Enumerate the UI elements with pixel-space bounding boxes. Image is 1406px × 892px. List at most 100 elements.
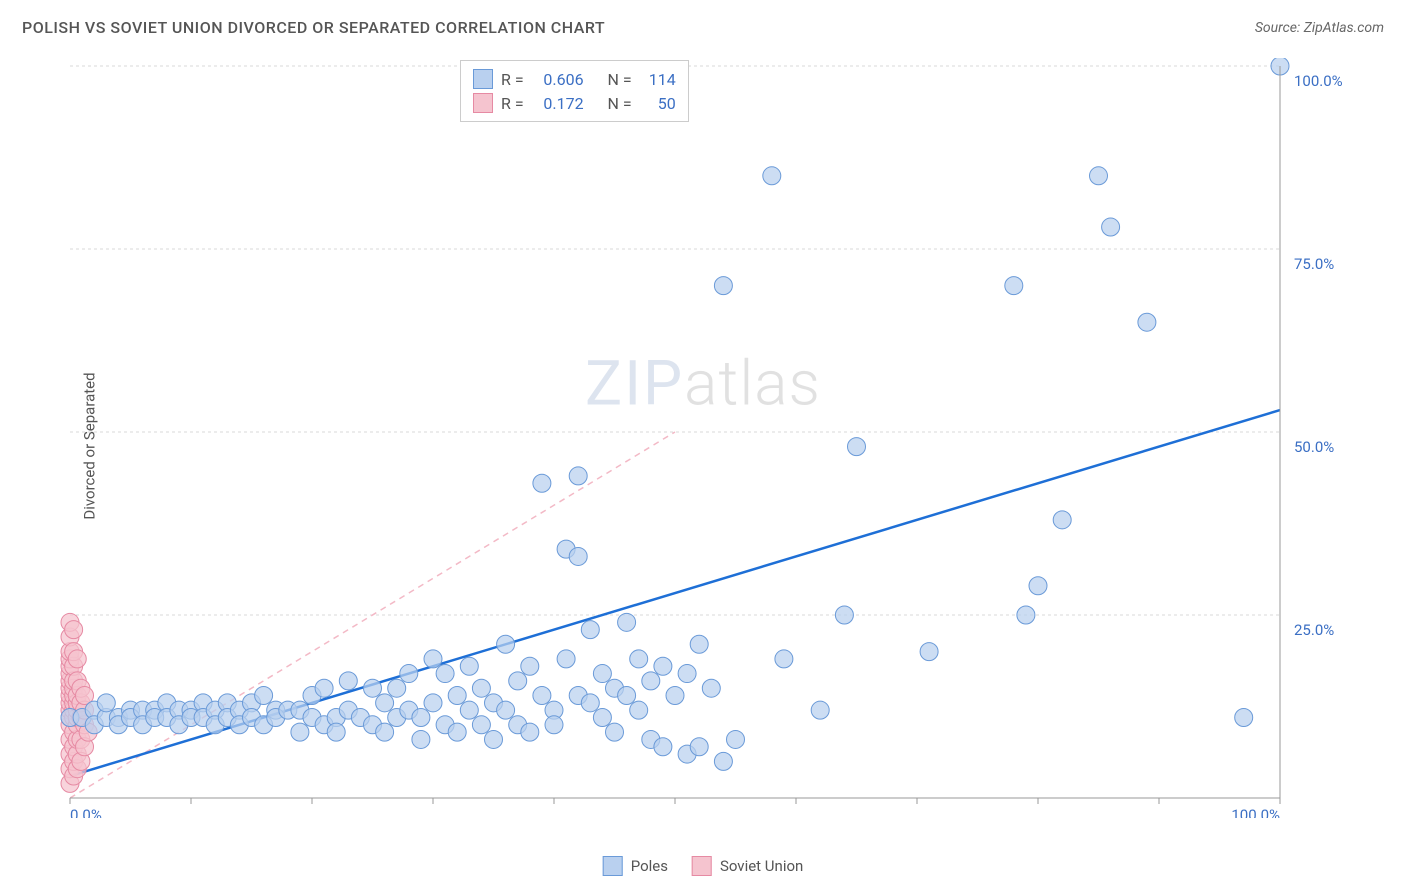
data-point <box>557 650 575 668</box>
legend-swatch <box>603 856 623 876</box>
y-tick-label: 100.0% <box>1294 72 1343 90</box>
stats-row: R = 0.172 N = 50 <box>473 91 676 115</box>
data-point <box>593 708 611 726</box>
data-point <box>376 723 394 741</box>
r-value: 0.606 <box>532 70 584 89</box>
chart-header: POLISH VS SOVIET UNION DIVORCED OR SEPAR… <box>22 18 1384 37</box>
data-point <box>68 650 86 668</box>
data-point <box>497 635 515 653</box>
data-point <box>618 613 636 631</box>
legend: Poles Soviet Union <box>603 856 804 876</box>
data-point <box>1138 313 1156 331</box>
data-point <box>315 679 333 697</box>
r-label: R = <box>501 94 524 113</box>
y-tick-label: 75.0% <box>1294 255 1334 273</box>
r-value: 0.172 <box>532 94 584 113</box>
legend-label: Soviet Union <box>720 857 803 875</box>
legend-item: Soviet Union <box>692 856 803 876</box>
data-point <box>848 438 866 456</box>
correlation-stats-box: R = 0.606 N = 114 R = 0.172 N = 50 <box>460 60 689 122</box>
data-point <box>569 467 587 485</box>
data-point <box>811 701 829 719</box>
data-point <box>690 738 708 756</box>
data-point <box>448 723 466 741</box>
data-point <box>545 716 563 734</box>
data-point <box>521 657 539 675</box>
data-point <box>255 687 273 705</box>
data-point <box>388 679 406 697</box>
data-point <box>1053 511 1071 529</box>
data-point <box>65 621 83 639</box>
data-point <box>412 708 430 726</box>
data-point <box>448 687 466 705</box>
stats-row: R = 0.606 N = 114 <box>473 67 676 91</box>
data-point <box>460 701 478 719</box>
data-point <box>654 657 672 675</box>
data-point <box>424 650 442 668</box>
data-point <box>920 643 938 661</box>
data-point <box>521 723 539 741</box>
scatter-chart: 25.0% 50.0% 75.0% 100.0% 0.0% 100.0% <box>50 58 1360 818</box>
r-label: R = <box>501 70 524 89</box>
data-point <box>424 694 442 712</box>
data-point <box>1005 277 1023 295</box>
data-point <box>364 679 382 697</box>
n-label: N = <box>608 70 632 89</box>
data-point <box>775 650 793 668</box>
data-point <box>472 679 490 697</box>
n-value: 114 <box>640 70 676 89</box>
data-point <box>714 752 732 770</box>
data-point <box>327 723 345 741</box>
data-point <box>460 657 478 675</box>
data-point <box>630 701 648 719</box>
data-point <box>339 672 357 690</box>
data-point <box>690 635 708 653</box>
data-point <box>436 665 454 683</box>
data-point <box>678 665 696 683</box>
y-tick-label: 25.0% <box>1294 621 1334 639</box>
data-point <box>581 694 599 712</box>
data-point <box>763 167 781 185</box>
chart-title: POLISH VS SOVIET UNION DIVORCED OR SEPAR… <box>22 18 605 37</box>
data-point <box>666 687 684 705</box>
data-point <box>485 730 503 748</box>
data-point <box>835 606 853 624</box>
data-point <box>376 694 394 712</box>
source-attribution: Source: ZipAtlas.com <box>1255 20 1384 36</box>
y-tick-label: 50.0% <box>1294 438 1334 456</box>
data-point <box>533 474 551 492</box>
data-point <box>533 687 551 705</box>
data-point <box>593 665 611 683</box>
data-point <box>509 672 527 690</box>
data-point <box>1017 606 1035 624</box>
x-tick-label: 100.0% <box>1231 806 1280 818</box>
data-point <box>642 672 660 690</box>
data-point <box>606 723 624 741</box>
data-point <box>581 621 599 639</box>
data-point <box>291 723 309 741</box>
legend-label: Poles <box>631 857 668 875</box>
legend-item: Poles <box>603 856 668 876</box>
data-point <box>569 547 587 565</box>
data-point <box>497 701 515 719</box>
data-point <box>412 730 430 748</box>
data-point <box>654 738 672 756</box>
data-point <box>400 665 418 683</box>
data-point <box>618 687 636 705</box>
data-point <box>1090 167 1108 185</box>
legend-swatch <box>692 856 712 876</box>
x-tick-label: 0.0% <box>70 806 102 818</box>
series-swatch <box>473 93 493 113</box>
series-swatch <box>473 69 493 89</box>
data-point <box>472 716 490 734</box>
data-point <box>1029 577 1047 595</box>
data-point <box>1102 218 1120 236</box>
n-label: N = <box>608 94 632 113</box>
data-point <box>727 730 745 748</box>
data-point <box>714 277 732 295</box>
n-value: 50 <box>640 94 676 113</box>
data-point <box>702 679 720 697</box>
data-point <box>630 650 648 668</box>
data-point <box>1235 708 1253 726</box>
data-point <box>97 694 115 712</box>
